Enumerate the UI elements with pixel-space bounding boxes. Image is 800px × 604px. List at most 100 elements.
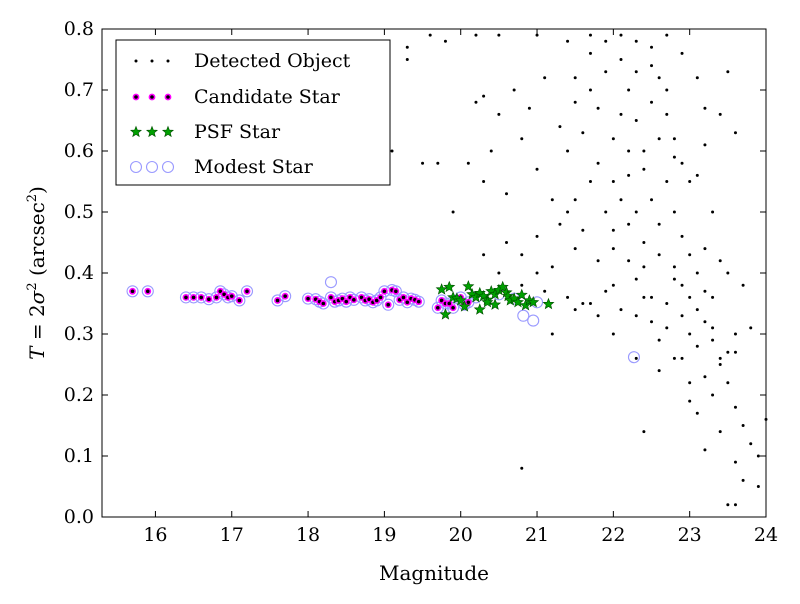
data-point (233, 294, 246, 307)
data-point (650, 295, 654, 299)
legend-sample-marker (161, 160, 175, 174)
data-point (581, 302, 585, 305)
data-point (726, 381, 730, 385)
data-point (527, 314, 540, 327)
data-point (573, 198, 577, 202)
data-point (327, 293, 335, 301)
data-point (695, 173, 699, 177)
data-point (228, 292, 236, 300)
y-tick-label: 0.1 (64, 445, 94, 467)
data-point (596, 161, 600, 165)
data-point (680, 161, 684, 165)
data-point (482, 253, 486, 257)
data-point (733, 332, 737, 336)
x-tick-label: 21 (525, 524, 549, 546)
data-point (588, 302, 592, 305)
data-point (703, 375, 707, 379)
legend-sample-marker (148, 93, 156, 101)
x-tick-label: 19 (372, 524, 396, 546)
x-tick-label: 23 (678, 524, 702, 546)
data-point (415, 298, 423, 306)
legend-marker-open-circle (129, 160, 175, 174)
data-point (695, 76, 699, 80)
data-point (527, 295, 540, 308)
data-point (642, 149, 646, 153)
data-point (711, 210, 715, 214)
data-point (718, 259, 722, 263)
data-point (443, 39, 447, 43)
data-point (604, 39, 608, 43)
data-point (627, 173, 631, 177)
data-point (566, 149, 570, 153)
data-point (634, 356, 638, 360)
data-point (566, 210, 570, 214)
legend-label-psf-star: PSF Star (194, 121, 281, 143)
data-point (197, 293, 205, 301)
data-point (573, 247, 577, 251)
data-point (619, 198, 623, 202)
legend-marker-small-circle (132, 93, 172, 101)
x-tick-label: 24 (754, 524, 778, 546)
legend-label-candidate-star: Candidate Star (194, 86, 341, 108)
data-point (703, 247, 707, 251)
data-point (711, 393, 715, 397)
legend-sample-marker (161, 125, 175, 138)
data-point (543, 289, 547, 293)
data-point (519, 299, 532, 311)
data-point (447, 301, 460, 314)
data-point (451, 210, 455, 214)
data-point (566, 295, 570, 299)
legend-label-modest-star: Modest Star (194, 156, 314, 178)
data-point (634, 70, 638, 74)
data-point (573, 100, 577, 104)
data-point (642, 430, 646, 434)
data-point (517, 309, 530, 322)
data-point (665, 302, 669, 305)
data-point (611, 228, 615, 232)
data-point (634, 277, 638, 281)
data-point (588, 33, 592, 37)
data-point (703, 106, 707, 110)
data-point (657, 76, 661, 80)
data-point (350, 296, 358, 304)
data-point (496, 280, 509, 293)
y-tick-label: 0.5 (64, 201, 94, 223)
data-point (611, 137, 615, 141)
data-point (688, 295, 692, 299)
data-point (733, 503, 737, 507)
data-point (214, 285, 227, 298)
data-point (733, 460, 737, 464)
data-point (377, 293, 384, 301)
data-point (627, 149, 631, 153)
data-point (680, 356, 684, 360)
data-point (688, 381, 692, 385)
data-point (756, 485, 760, 488)
data-point (672, 210, 676, 214)
data-point (435, 294, 448, 307)
data-point (619, 112, 623, 116)
data-point (274, 297, 281, 304)
data-point (657, 369, 661, 373)
data-point (588, 88, 592, 92)
data-point (380, 287, 388, 295)
data-point (482, 94, 486, 98)
data-point (726, 271, 730, 275)
legend-marker-star (129, 125, 175, 138)
data-point (718, 363, 722, 366)
data-point (741, 283, 745, 287)
data-point (672, 265, 676, 269)
data-point (680, 283, 684, 287)
legend-sample-marker (150, 59, 154, 63)
data-point (733, 350, 737, 354)
data-point (489, 298, 502, 310)
data-points-layer (126, 33, 768, 507)
data-point (482, 180, 486, 183)
data-point (535, 33, 539, 37)
data-point (382, 298, 395, 311)
y-axis-label: T = 2σ2 (arcsec2) (25, 186, 49, 360)
data-point (726, 503, 730, 507)
data-point (515, 288, 528, 301)
data-point (400, 293, 407, 301)
data-point (741, 424, 745, 427)
data-point (711, 326, 715, 330)
